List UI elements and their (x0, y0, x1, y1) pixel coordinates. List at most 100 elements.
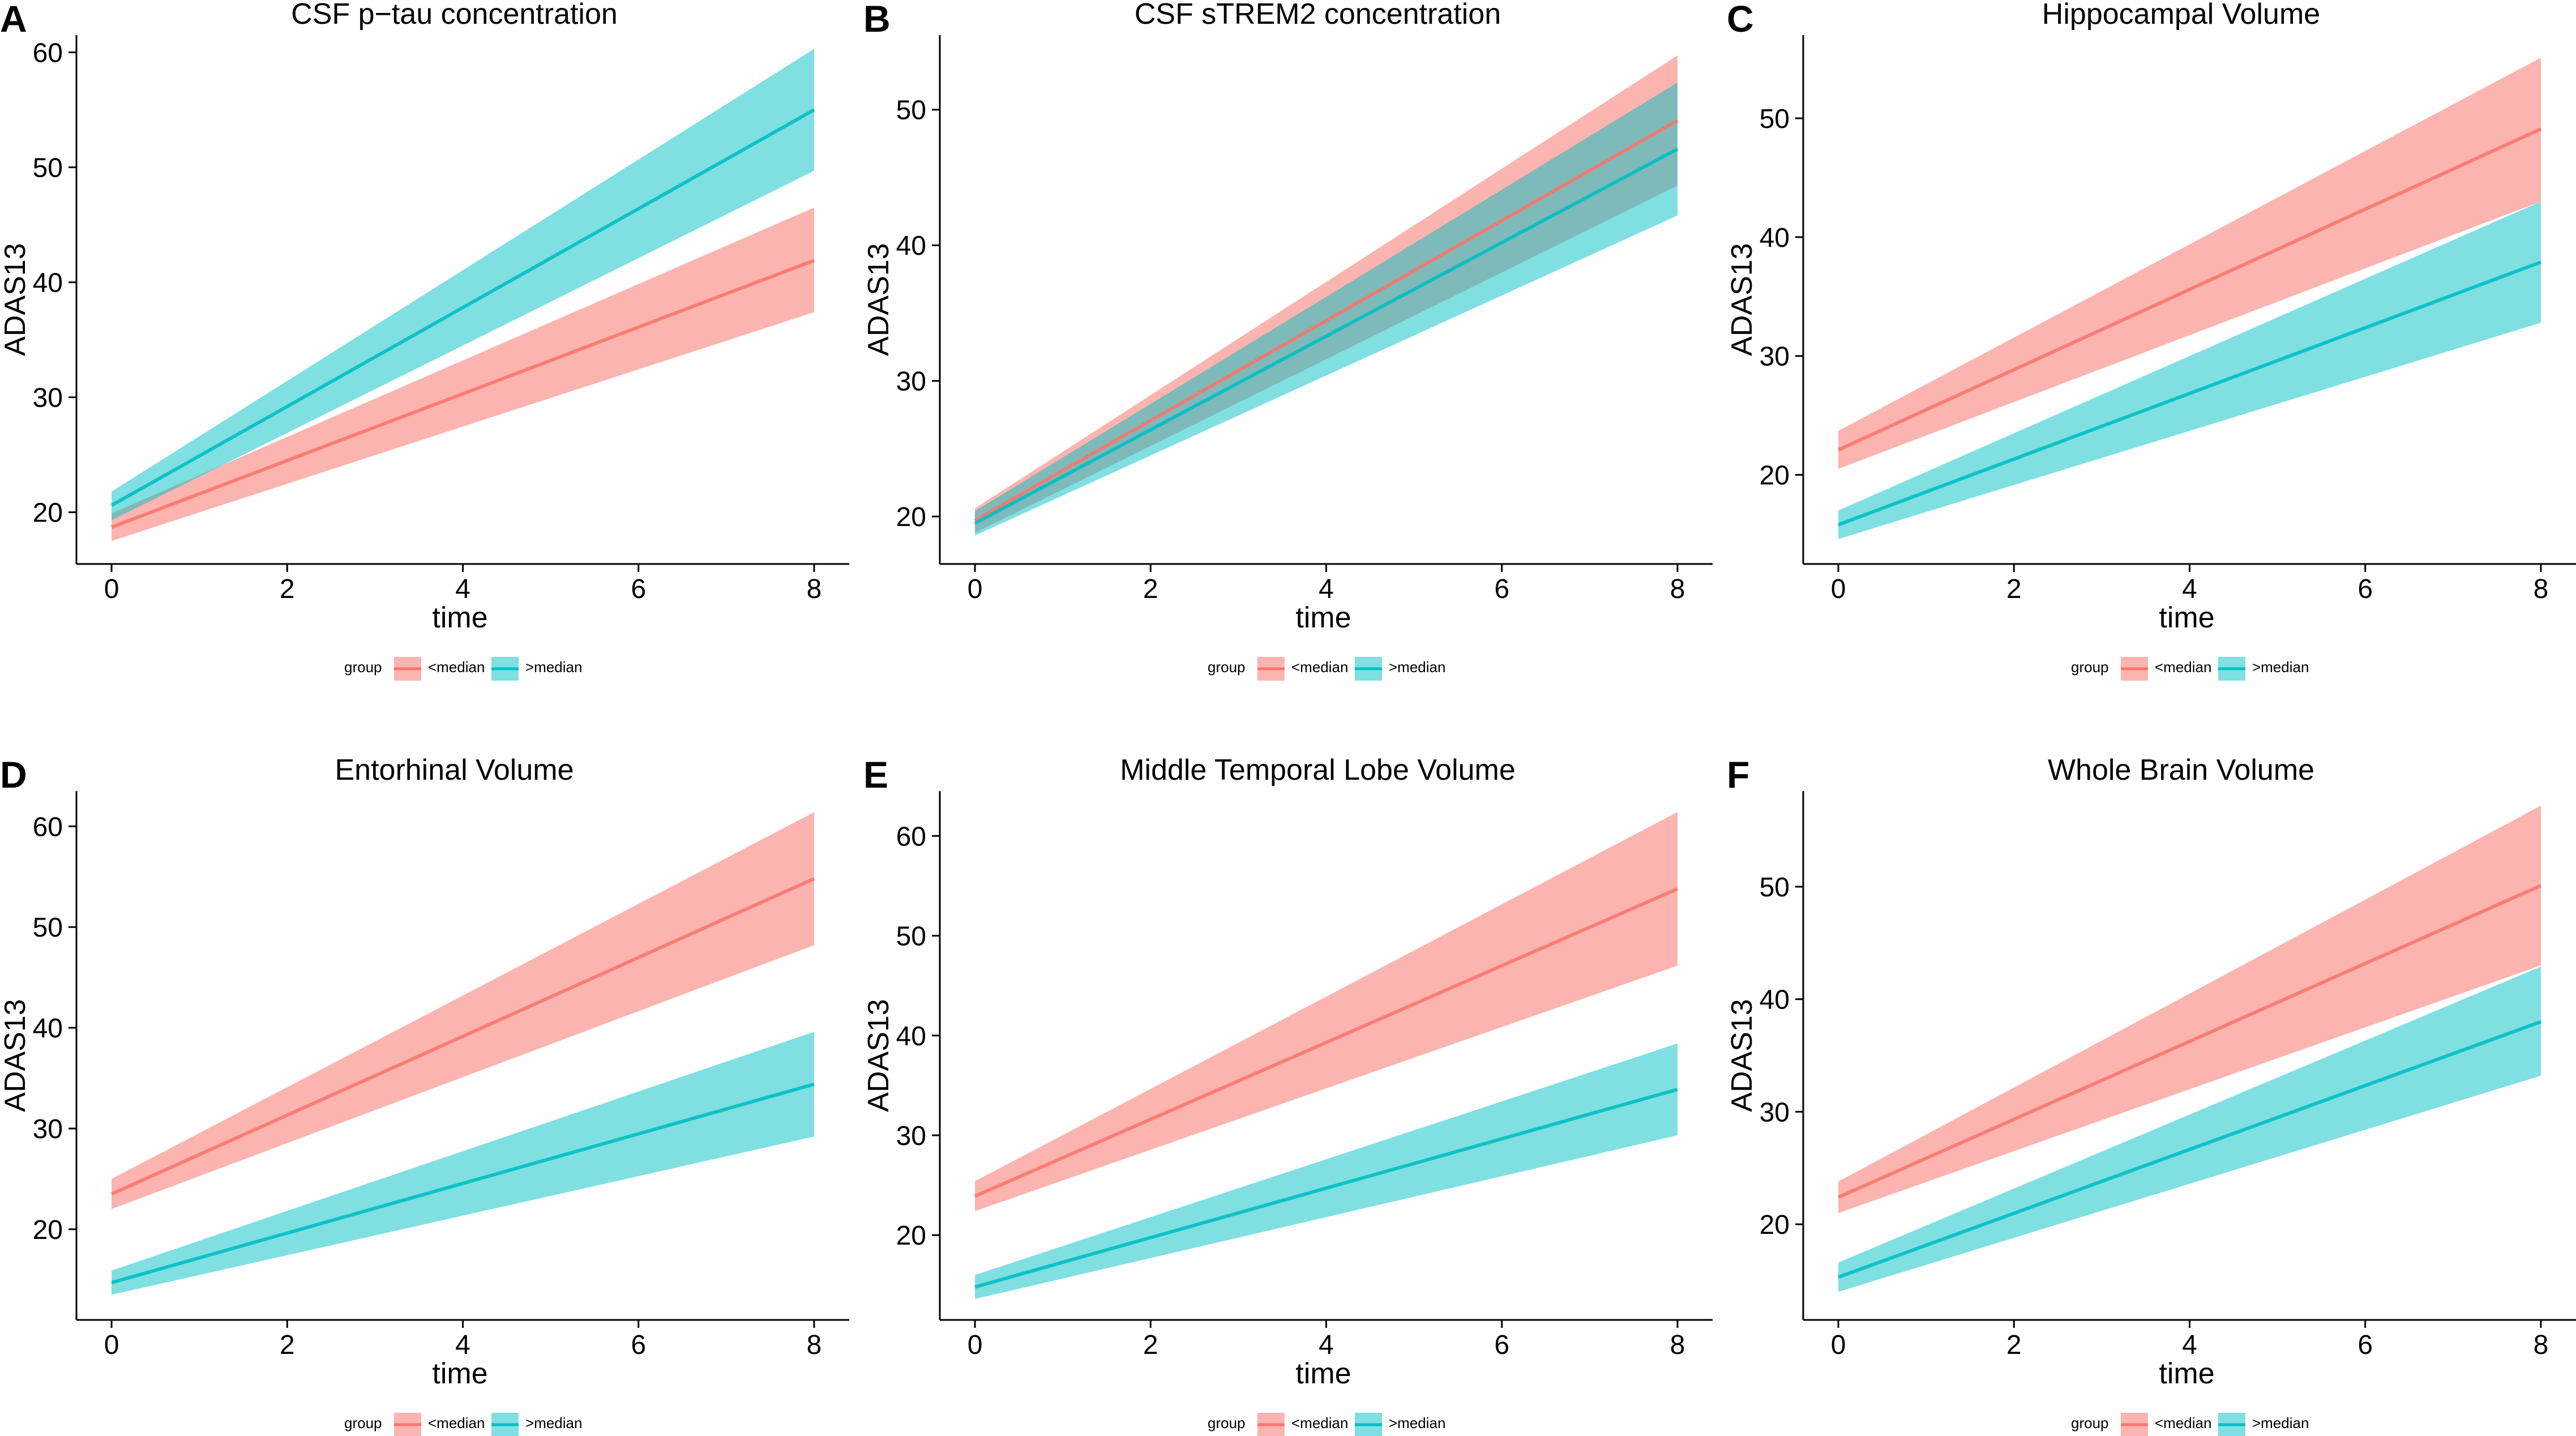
panel-e: E Middle Temporal Lobe Volume 0 2 4 6 8 20 30 40 5… (862, 754, 1713, 1436)
y-tick-label: 50 (1760, 104, 1790, 134)
y-tick-label: 30 (896, 367, 926, 397)
x-tick-label: 6 (2357, 574, 2373, 604)
x-tick-label: 6 (1494, 1330, 1509, 1360)
legend-label-above-median: >median (525, 1414, 582, 1431)
x-tick-label: 8 (2534, 1330, 2549, 1360)
x-tick-label: 2 (280, 574, 295, 604)
y-axis-label: ADAS13 (862, 999, 895, 1112)
series-line-below-median (1837, 127, 2542, 452)
series-line-below-median (110, 259, 815, 529)
y-tick-label: 30 (33, 1114, 63, 1144)
y-axis-label: ADAS13 (1726, 243, 1758, 356)
legend-title: group (2071, 1414, 2109, 1431)
panel-letter: A (0, 0, 27, 40)
x-tick-label: 4 (1319, 574, 1334, 604)
legend-label-below-median: <median (2155, 1414, 2211, 1431)
x-tick-label: 0 (1831, 574, 1846, 604)
y-axis-label: ADAS13 (0, 243, 32, 356)
x-tick-label: 8 (1670, 1330, 1685, 1360)
y-tick-label: 60 (896, 822, 926, 852)
x-axis-label: time (432, 1357, 487, 1390)
y-tick-label: 50 (1760, 873, 1790, 903)
legend-label-above-median: >median (1389, 1414, 1445, 1431)
legend-title: group (1208, 1414, 1246, 1431)
legend-label-below-median: <median (1291, 1414, 1348, 1431)
series-line-below-median (1837, 884, 2542, 1199)
panel-d: D Entorhinal Volume 0 2 4 6 8 20 30 40 50 60 time ADA… (0, 754, 849, 1436)
series-line-above-median (110, 108, 815, 507)
y-tick-label: 40 (1760, 223, 1790, 253)
panel-letter: C (1727, 0, 1754, 40)
x-tick-label: 6 (631, 574, 646, 604)
legend-label-above-median: >median (1389, 659, 1445, 676)
x-tick-label: 2 (1143, 1330, 1158, 1360)
x-tick-label: 8 (1670, 574, 1685, 604)
legend-label-above-median: >median (525, 659, 582, 676)
y-axis-label: ADAS13 (1726, 999, 1758, 1112)
series-line-above-median (974, 1088, 1678, 1289)
legend-title: group (344, 1414, 382, 1431)
x-tick-label: 4 (455, 1330, 470, 1360)
confidence-band-below-median (112, 207, 814, 541)
y-tick-label: 20 (33, 1215, 63, 1245)
y-tick-label: 40 (1760, 985, 1790, 1015)
panel-letter: E (863, 754, 888, 796)
x-axis-label: time (432, 601, 487, 634)
x-tick-label: 0 (968, 574, 983, 604)
y-tick-label: 40 (33, 268, 63, 298)
y-tick-label: 60 (33, 812, 63, 842)
y-tick-label: 40 (33, 1014, 63, 1044)
panel-f: F Whole Brain Volume 0 2 4 6 8 20 30 40 50 time ADAS… (1726, 754, 2576, 1436)
y-tick-label: 40 (896, 231, 926, 261)
y-axis-label: ADAS13 (862, 243, 895, 356)
legend-title: group (2071, 659, 2109, 676)
x-tick-label: 4 (2182, 1330, 2197, 1360)
confidence-band-above-median (1838, 201, 2541, 539)
y-tick-label: 20 (1760, 1210, 1790, 1240)
x-tick-label: 4 (455, 574, 470, 604)
y-tick-label: 40 (896, 1022, 926, 1052)
x-tick-label: 8 (807, 574, 822, 604)
y-tick-label: 50 (896, 96, 926, 126)
confidence-band-below-median (975, 812, 1678, 1211)
y-axis-label: ADAS13 (0, 999, 32, 1112)
x-tick-label: 8 (807, 1330, 822, 1360)
panel-title: Entorhinal Volume (335, 754, 574, 787)
x-tick-label: 4 (2182, 574, 2197, 604)
series-line-above-median (1838, 1020, 2541, 1279)
y-tick-label: 50 (33, 913, 63, 943)
confidence-band-above-median (1838, 967, 2541, 1292)
confidence-band-below-median (112, 812, 814, 1210)
confidence-band-below-median (1838, 57, 2541, 469)
confidence-band-above-median (975, 1043, 1678, 1299)
x-axis-label: time (2159, 601, 2214, 634)
x-tick-label: 0 (1831, 1330, 1846, 1360)
panel-title: Hippocampal Volume (2042, 0, 2320, 31)
y-tick-label: 50 (896, 922, 926, 952)
legend-title: group (1208, 659, 1246, 676)
legend-label-below-median: <median (428, 1414, 485, 1431)
y-tick-label: 20 (896, 1221, 926, 1251)
panel-title: Middle Temporal Lobe Volume (1120, 754, 1516, 787)
x-tick-label: 0 (104, 574, 119, 604)
confidence-band-above-median (112, 49, 814, 520)
panel-letter: B (863, 0, 891, 40)
x-tick-label: 2 (1143, 574, 1158, 604)
x-tick-label: 8 (2534, 574, 2549, 604)
panel-title: CSF sTREM2 concentration (1135, 0, 1501, 31)
y-tick-label: 30 (896, 1121, 926, 1151)
x-tick-label: 6 (631, 1330, 646, 1360)
series-line-above-median (1837, 260, 2542, 527)
panel-title: Whole Brain Volume (2048, 754, 2314, 787)
panel-a: A CSF p−tau concentration 0 2 4 6 8 20 30 40 50 60 t… (0, 0, 849, 681)
y-tick-label: 20 (896, 502, 926, 532)
x-tick-label: 6 (1494, 574, 1509, 604)
y-tick-label: 30 (1760, 342, 1790, 372)
confidence-band-above-median (112, 1032, 814, 1295)
panel-c: C Hippocampal Volume 0 2 4 6 8 20 30 40 50 time ADAS… (1726, 0, 2576, 681)
confidence-band-below-median (1838, 805, 2541, 1213)
legend-label-below-median: <median (428, 659, 485, 676)
x-tick-label: 4 (1319, 1330, 1334, 1360)
x-tick-label: 0 (968, 1330, 983, 1360)
